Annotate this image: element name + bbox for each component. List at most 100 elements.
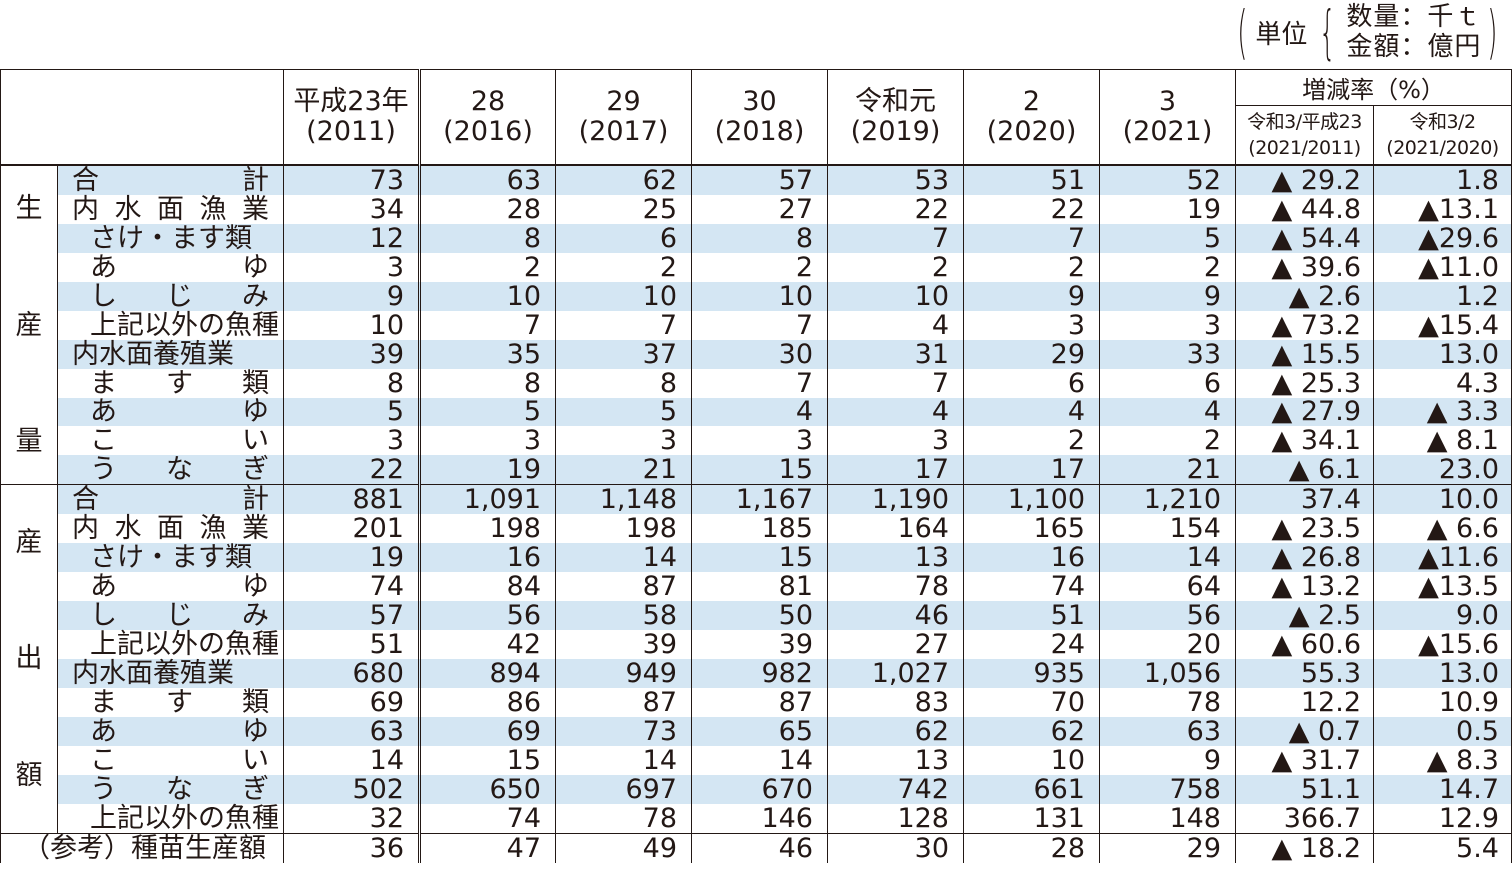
value-cell: 39 bbox=[691, 630, 828, 659]
rate-cell: ▲11.0 bbox=[1373, 252, 1512, 282]
row-label: こい bbox=[57, 426, 284, 456]
rate-cell: 1.8 bbox=[1373, 164, 1512, 195]
row-label: あゆ bbox=[57, 397, 284, 427]
value-cell: 9 bbox=[1099, 745, 1236, 775]
value-cell: 22 bbox=[827, 194, 964, 224]
rate-subheader: 令和3/平成23 (2021/2011) bbox=[1235, 105, 1374, 166]
value-cell: 14 bbox=[283, 745, 420, 775]
row-label: あゆ bbox=[57, 252, 284, 282]
value-cell: 35 bbox=[418, 339, 556, 369]
value-cell: 36 bbox=[283, 832, 420, 863]
value-cell: 165 bbox=[963, 514, 1100, 544]
value-cell: 14 bbox=[691, 745, 828, 775]
value-cell: 27 bbox=[827, 630, 964, 659]
table-header: 平成23年 (2011) 28 (2016) 29 (2017) 30 (2018) 令… bbox=[0, 69, 1512, 166]
value-cell: 697 bbox=[555, 774, 692, 804]
row-label: 内水面養殖業 bbox=[57, 658, 284, 688]
right-brace-icon: ) bbox=[1487, 0, 1498, 66]
row-label: 上記以外の魚種 bbox=[57, 310, 284, 340]
value-cell: 84 bbox=[418, 572, 556, 602]
value-cell: 8 bbox=[418, 223, 556, 253]
value-cell: 86 bbox=[418, 687, 556, 717]
rate-cell: ▲ 2.5 bbox=[1235, 601, 1374, 630]
value-cell: 7 bbox=[555, 310, 692, 340]
table-row: 内水面養殖業 39 35 37 30 31 29 33 ▲ 15.5 13.0 bbox=[1, 339, 1512, 369]
value-cell: 198 bbox=[418, 514, 556, 544]
value-cell: 19 bbox=[283, 543, 420, 573]
table-row: あゆ 63 69 73 65 62 62 63 ▲ 0.7 0.5 bbox=[1, 716, 1512, 746]
value-cell: 22 bbox=[283, 455, 420, 486]
row-label: こい bbox=[57, 745, 284, 775]
value-cell: 20 bbox=[1099, 630, 1236, 659]
value-cell: 9 bbox=[963, 281, 1100, 311]
table-row: ます類 8 8 8 7 7 6 6 ▲ 25.3 4.3 bbox=[1, 368, 1512, 398]
rate-cell: ▲ 34.1 bbox=[1235, 426, 1374, 456]
value-cell: 83 bbox=[827, 687, 964, 717]
value-cell: 64 bbox=[1099, 572, 1236, 602]
value-cell: 3 bbox=[827, 426, 964, 456]
rate-cell: 4.3 bbox=[1373, 368, 1512, 398]
value-cell: 62 bbox=[555, 164, 692, 195]
value-cell: 742 bbox=[827, 774, 964, 804]
rate-cell: ▲ 6.6 bbox=[1373, 514, 1512, 544]
value-cell: 949 bbox=[555, 658, 692, 688]
value-cell: 7 bbox=[691, 368, 828, 398]
table-row: 内水面漁業 34 28 25 27 22 22 19 ▲ 44.8 ▲13.1 bbox=[1, 194, 1512, 224]
value-cell: 4 bbox=[1099, 397, 1236, 427]
value-cell: 8 bbox=[691, 223, 828, 253]
value-cell: 1,100 bbox=[963, 484, 1100, 515]
value-cell: 87 bbox=[555, 572, 692, 602]
rate-cell: 13.0 bbox=[1373, 658, 1512, 688]
value-cell: 63 bbox=[283, 716, 420, 746]
table-row: ます類 69 86 87 87 83 70 78 12.2 10.9 bbox=[1, 687, 1512, 717]
rate-cell: 10.9 bbox=[1373, 687, 1512, 717]
row-label: 内水面漁業 bbox=[57, 194, 284, 224]
value-cell: 24 bbox=[963, 630, 1100, 659]
value-cell: 29 bbox=[1099, 832, 1236, 863]
value-cell: 8 bbox=[283, 368, 420, 398]
value-cell: 39 bbox=[283, 339, 420, 369]
value-cell: 7 bbox=[963, 223, 1100, 253]
value-cell: 9 bbox=[283, 281, 420, 311]
value-cell: 15 bbox=[691, 543, 828, 573]
value-cell: 3 bbox=[555, 426, 692, 456]
value-cell: 7 bbox=[418, 310, 556, 340]
year-header: 2 (2020) bbox=[963, 69, 1100, 166]
table-row: あゆ 74 84 87 81 78 74 64 ▲ 13.2 ▲13.5 bbox=[1, 572, 1512, 602]
value-cell: 16 bbox=[963, 543, 1100, 573]
category-label: 生産量 bbox=[0, 164, 58, 486]
value-cell: 14 bbox=[1099, 543, 1236, 573]
rate-cell: ▲15.6 bbox=[1373, 630, 1512, 659]
row-label: さけ・ます類 bbox=[57, 543, 284, 573]
table-row: こい 3 3 3 3 3 2 2 ▲ 34.1 ▲ 8.1 bbox=[1, 426, 1512, 456]
rate-cell: ▲ 23.5 bbox=[1235, 514, 1374, 544]
row-label: さけ・ます類 bbox=[57, 223, 284, 253]
value-cell: 30 bbox=[691, 339, 828, 369]
value-cell: 6 bbox=[963, 368, 1100, 398]
value-cell: 74 bbox=[283, 572, 420, 602]
row-label: 合計 bbox=[57, 164, 284, 195]
unit-note: ( 単位 { 数量：千ｔ 金額：億円 ) bbox=[1231, 2, 1504, 62]
value-cell: 13 bbox=[827, 745, 964, 775]
value-cell: 2 bbox=[963, 252, 1100, 282]
rate-cell: 366.7 bbox=[1235, 803, 1374, 834]
row-label: しじみ bbox=[57, 601, 284, 630]
row-label: あゆ bbox=[57, 716, 284, 746]
value-cell: 935 bbox=[963, 658, 1100, 688]
left-brace-icon: { bbox=[1319, 0, 1337, 66]
value-cell: 78 bbox=[827, 572, 964, 602]
value-cell: 9 bbox=[1099, 281, 1236, 311]
value-cell: 128 bbox=[827, 803, 964, 834]
row-label: ます類 bbox=[57, 368, 284, 398]
value-cell: 1,027 bbox=[827, 658, 964, 688]
value-cell: 58 bbox=[555, 601, 692, 630]
value-cell: 56 bbox=[1099, 601, 1236, 630]
value-cell: 14 bbox=[555, 543, 692, 573]
value-cell: 3 bbox=[283, 252, 420, 282]
value-cell: 894 bbox=[418, 658, 556, 688]
rate-cell: ▲ 44.8 bbox=[1235, 194, 1374, 224]
rate-cell: ▲ 39.6 bbox=[1235, 252, 1374, 282]
value-cell: 10 bbox=[418, 281, 556, 311]
value-cell: 22 bbox=[963, 194, 1100, 224]
value-cell: 28 bbox=[963, 832, 1100, 863]
